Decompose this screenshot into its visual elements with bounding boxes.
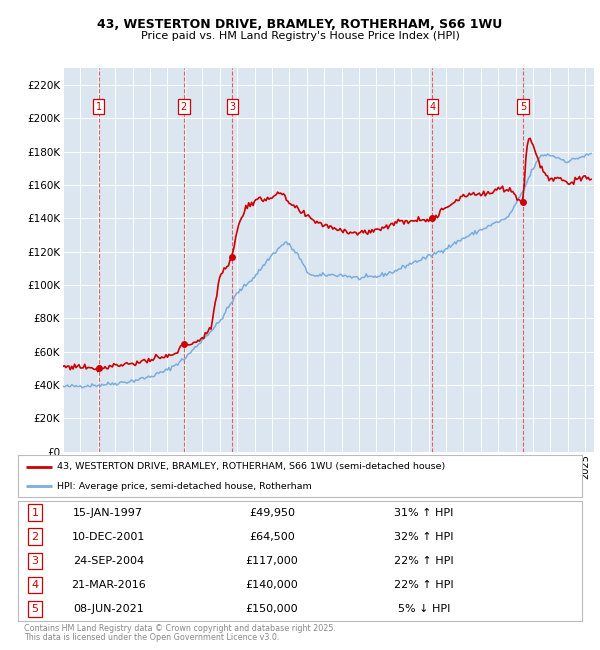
Text: £64,500: £64,500 <box>249 532 295 541</box>
Text: £140,000: £140,000 <box>245 580 298 590</box>
Text: This data is licensed under the Open Government Licence v3.0.: This data is licensed under the Open Gov… <box>24 633 280 642</box>
Text: 31% ↑ HPI: 31% ↑ HPI <box>394 508 454 517</box>
Text: £49,950: £49,950 <box>249 508 295 517</box>
Text: 43, WESTERTON DRIVE, BRAMLEY, ROTHERHAM, S66 1WU: 43, WESTERTON DRIVE, BRAMLEY, ROTHERHAM,… <box>97 18 503 31</box>
Text: 5% ↓ HPI: 5% ↓ HPI <box>398 604 450 614</box>
Text: 3: 3 <box>31 556 38 566</box>
Text: 10-DEC-2001: 10-DEC-2001 <box>71 532 145 541</box>
Text: Price paid vs. HM Land Registry's House Price Index (HPI): Price paid vs. HM Land Registry's House … <box>140 31 460 40</box>
Text: 3: 3 <box>229 101 235 112</box>
Text: Contains HM Land Registry data © Crown copyright and database right 2025.: Contains HM Land Registry data © Crown c… <box>24 624 336 633</box>
Text: 32% ↑ HPI: 32% ↑ HPI <box>394 532 454 541</box>
Text: £150,000: £150,000 <box>245 604 298 614</box>
Text: 24-SEP-2004: 24-SEP-2004 <box>73 556 144 566</box>
Text: 21-MAR-2016: 21-MAR-2016 <box>71 580 146 590</box>
Text: 22% ↑ HPI: 22% ↑ HPI <box>394 580 454 590</box>
Text: 5: 5 <box>31 604 38 614</box>
Text: 08-JUN-2021: 08-JUN-2021 <box>73 604 143 614</box>
Text: 4: 4 <box>31 580 38 590</box>
Text: HPI: Average price, semi-detached house, Rotherham: HPI: Average price, semi-detached house,… <box>58 482 312 491</box>
Text: 1: 1 <box>95 101 101 112</box>
Text: 2: 2 <box>181 101 187 112</box>
Text: 4: 4 <box>430 101 436 112</box>
Text: 22% ↑ HPI: 22% ↑ HPI <box>394 556 454 566</box>
Text: 15-JAN-1997: 15-JAN-1997 <box>73 508 143 517</box>
Text: 2: 2 <box>31 532 38 541</box>
Text: 1: 1 <box>31 508 38 517</box>
Text: 5: 5 <box>520 101 526 112</box>
Text: 43, WESTERTON DRIVE, BRAMLEY, ROTHERHAM, S66 1WU (semi-detached house): 43, WESTERTON DRIVE, BRAMLEY, ROTHERHAM,… <box>58 462 446 471</box>
Text: £117,000: £117,000 <box>245 556 298 566</box>
